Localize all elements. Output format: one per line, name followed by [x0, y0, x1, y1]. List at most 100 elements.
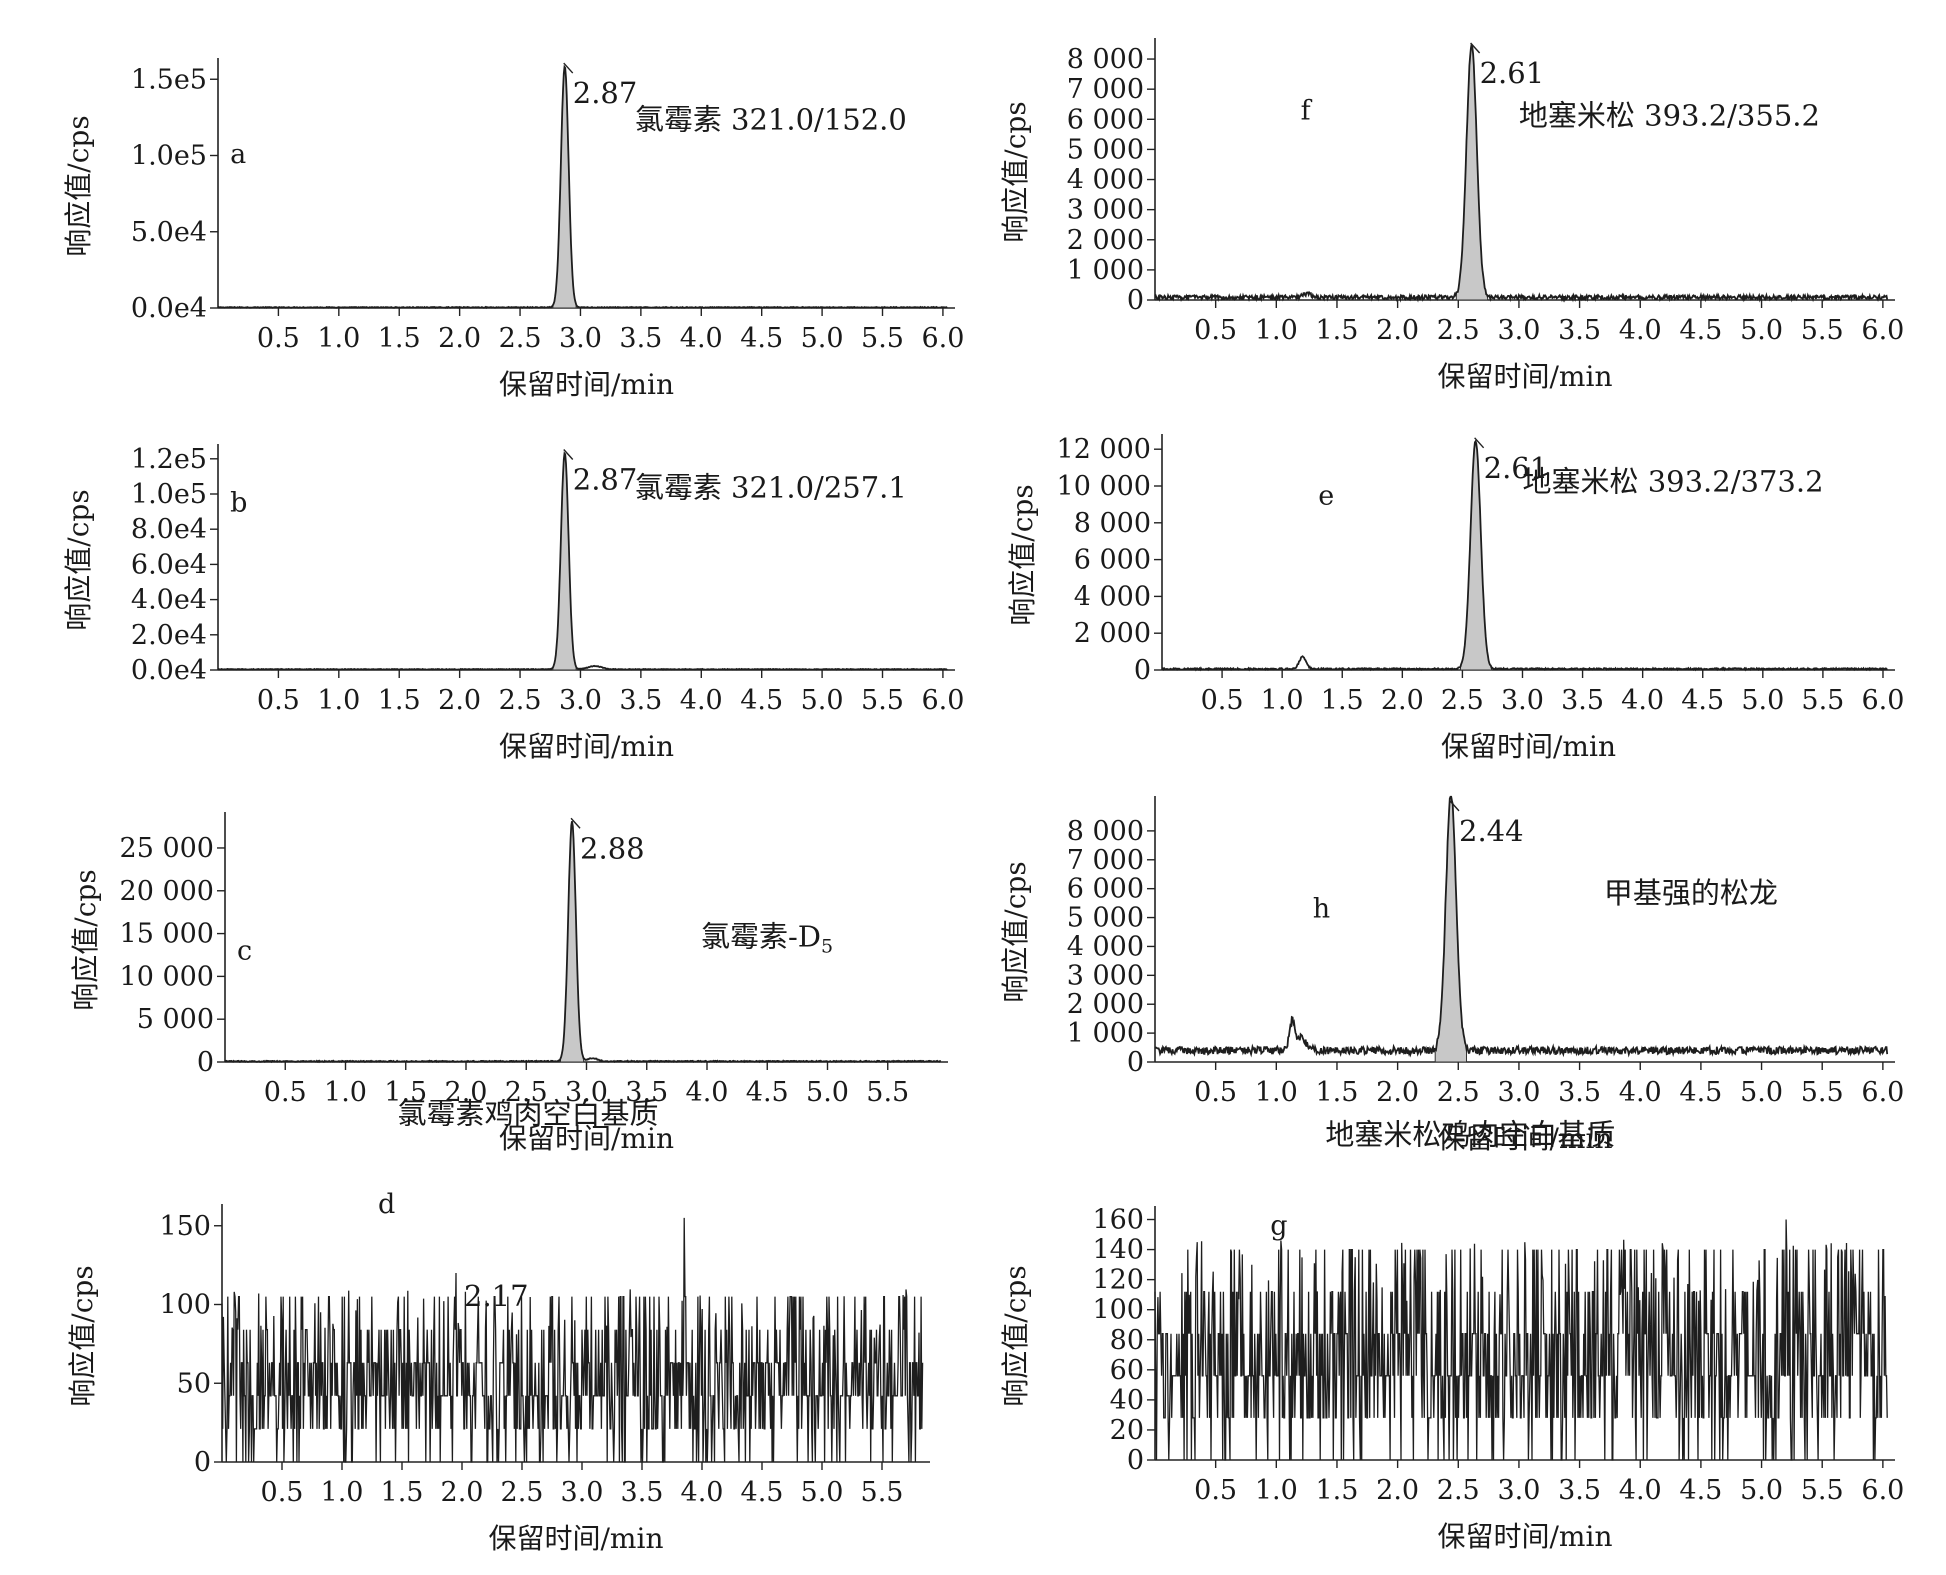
- y-tick-label: 5 000: [1067, 134, 1144, 165]
- x-tick-label: 2.0: [1376, 1475, 1419, 1506]
- chart-panel-c: 0 5 000 10 000 15 000 20 000 25 000 0.5 1.0 1.5 2…: [69, 812, 948, 1155]
- panel-letter: g: [1270, 1211, 1287, 1242]
- x-tick-label: 0.5: [1194, 315, 1237, 346]
- x-tick-label: 4.5: [741, 1477, 784, 1508]
- y-tick-label: 5 000: [137, 1004, 214, 1035]
- chromatogram-trace: [1154, 43, 1889, 303]
- y-tick-label: 5.0e4: [131, 217, 207, 248]
- x-axis-title: 保留时间/min: [489, 1522, 664, 1555]
- x-tick-label: 1.0: [1255, 1077, 1298, 1108]
- x-tick-label: 5.5: [866, 1077, 909, 1108]
- panel-letter: c: [237, 935, 252, 966]
- x-tick-label: 0.5: [257, 323, 300, 354]
- x-tick-label: 3.0: [1497, 1475, 1540, 1506]
- panel-letter: f: [1301, 95, 1313, 126]
- peak-marker: [1470, 42, 1481, 54]
- x-tick-label: 3.0: [561, 1477, 604, 1508]
- y-tick-label: 0: [194, 1447, 211, 1478]
- x-tick-label: 2.0: [1376, 315, 1419, 346]
- x-tick-label: 4.0: [680, 685, 723, 716]
- compound-annotation: 氯霉素-D5: [701, 919, 833, 957]
- y-tick-label: 0: [1134, 655, 1151, 686]
- x-tick-label: 6.0: [1861, 1077, 1904, 1108]
- y-tick-label: 0.0e4: [131, 655, 207, 686]
- y-tick-label: 4.0e4: [131, 585, 207, 616]
- y-tick-label: 7 000: [1067, 845, 1144, 876]
- y-axis-title: 响应值/cps: [66, 1265, 99, 1406]
- x-tick-label: 2.5: [499, 685, 542, 716]
- y-tick-label: 120: [1092, 1265, 1144, 1296]
- peak-marker: [570, 817, 581, 829]
- compound-annotation: 氯霉素 321.0/152.0: [635, 103, 907, 137]
- x-tick-label: 5.0: [801, 685, 844, 716]
- y-tick-label: 0: [1127, 1445, 1144, 1476]
- peak-retention-label: 2.17: [464, 1279, 529, 1313]
- x-tick-label: 3.0: [565, 1077, 608, 1108]
- y-tick-label: 8 000: [1067, 816, 1144, 847]
- x-tick-label: 4.5: [1681, 685, 1724, 716]
- chromatogram-trace: [224, 821, 942, 1064]
- x-tick-label: 5.0: [1740, 1475, 1783, 1506]
- x-tick-label: 5.5: [861, 323, 904, 354]
- x-tick-label: 2.0: [1376, 1077, 1419, 1108]
- x-tick-label: 2.5: [505, 1077, 548, 1108]
- peak-retention-label: 2.87: [573, 463, 638, 497]
- chromatogram-trace: [221, 1217, 924, 1463]
- x-tick-label: 3.0: [1501, 685, 1544, 716]
- x-tick-label: 5.5: [1801, 315, 1844, 346]
- x-tick-label: 5.0: [801, 1477, 844, 1508]
- x-tick-label: 2.0: [1381, 685, 1424, 716]
- x-tick-label: 1.5: [1321, 685, 1364, 716]
- y-tick-label: 2 000: [1067, 989, 1144, 1020]
- y-tick-label: 2.0e4: [131, 620, 207, 651]
- x-tick-label: 5.0: [806, 1077, 849, 1108]
- y-tick-label: 12 000: [1057, 434, 1151, 465]
- x-tick-label: 3.0: [559, 323, 602, 354]
- x-tick-label: 1.5: [378, 323, 421, 354]
- x-axis-title: 保留时间/min: [1438, 360, 1613, 393]
- x-tick-label: 3.0: [1497, 315, 1540, 346]
- x-tick-label: 4.5: [1679, 315, 1722, 346]
- panel-letter: e: [1318, 480, 1334, 511]
- y-tick-label: 4 000: [1067, 931, 1144, 962]
- y-tick-label: 8 000: [1067, 44, 1144, 75]
- x-tick-label: 5.5: [1801, 685, 1844, 716]
- x-tick-label: 3.0: [1497, 1077, 1540, 1108]
- y-tick-label: 6 000: [1067, 874, 1144, 905]
- x-tick-label: 2.5: [1441, 685, 1484, 716]
- y-tick-label: 6 000: [1067, 104, 1144, 135]
- y-tick-label: 4 000: [1067, 165, 1144, 196]
- x-tick-label: 6.0: [1862, 685, 1905, 716]
- chart-panel-b: 0.0e4 2.0e4 4.0e4 6.0e4 8.0e4 1.0e5 1.2e5 0.5 1.…: [62, 444, 964, 763]
- y-tick-label: 1.2e5: [131, 444, 207, 475]
- x-tick-label: 1.5: [378, 685, 421, 716]
- y-tick-label: 140: [1092, 1235, 1144, 1266]
- y-tick-label: 2 000: [1074, 618, 1151, 649]
- x-tick-label: 3.5: [619, 323, 662, 354]
- y-tick-label: 60: [1110, 1355, 1144, 1386]
- x-tick-label: 4.0: [680, 323, 723, 354]
- x-tick-label: 3.5: [621, 1477, 664, 1508]
- x-tick-label: 4.0: [1619, 1077, 1662, 1108]
- x-tick-label: 1.0: [1255, 315, 1298, 346]
- panel-letter: h: [1313, 894, 1330, 925]
- chromatogram-trace: [1154, 1219, 1888, 1461]
- x-tick-label: 4.5: [740, 323, 783, 354]
- y-tick-label: 4 000: [1074, 581, 1151, 612]
- y-tick-label: 0.0e4: [131, 293, 207, 324]
- x-tick-label: 1.0: [317, 685, 360, 716]
- panel-letter: a: [230, 139, 246, 170]
- panel-letter: d: [378, 1189, 395, 1220]
- compound-annotation: 地塞米松 393.2/373.2: [1522, 465, 1823, 499]
- x-tick-label: 3.5: [1558, 1475, 1601, 1506]
- x-tick-label: 4.0: [686, 1077, 729, 1108]
- chromatogram-trace: [217, 451, 948, 671]
- panel-letter: b: [230, 488, 247, 519]
- y-axis-title: 响应值/cps: [62, 115, 95, 256]
- peak-retention-label: 2.87: [573, 76, 638, 110]
- compound-annotation: 氯霉素 321.0/257.1: [635, 471, 907, 505]
